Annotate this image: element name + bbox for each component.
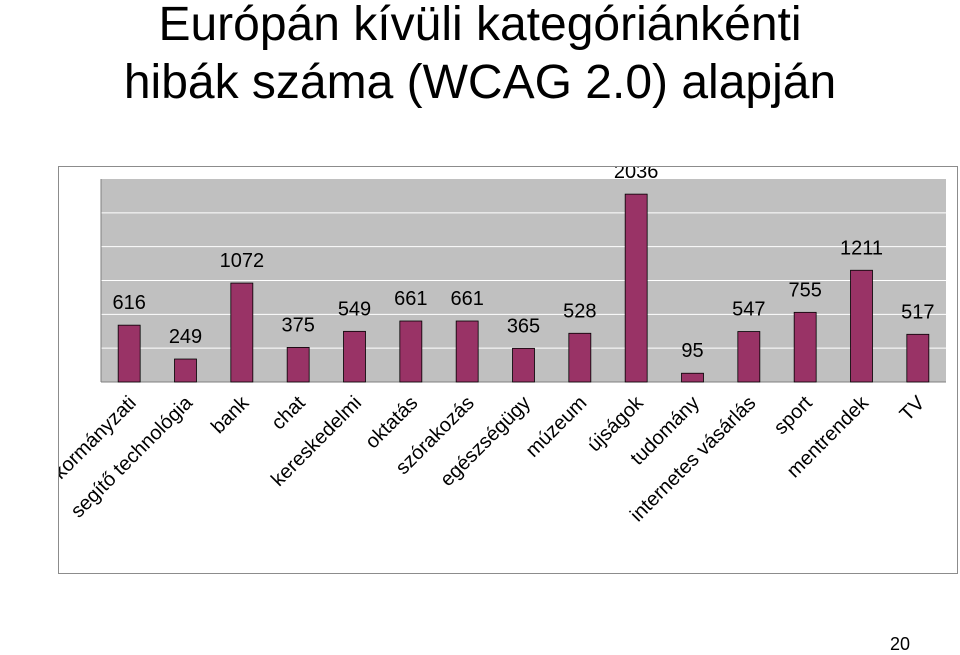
data-label: 547 xyxy=(732,299,765,321)
chart-title: Európán kívüli kategóriánkénti hibák szá… xyxy=(0,0,960,112)
data-label: 528 xyxy=(563,300,596,322)
bar xyxy=(455,320,479,383)
x-tick-label: chat xyxy=(267,392,310,435)
x-tick-label: sport xyxy=(770,392,817,439)
bar xyxy=(230,282,254,383)
bar xyxy=(906,333,930,383)
bar xyxy=(399,320,423,383)
data-label: 549 xyxy=(338,298,371,320)
x-tick-label: múzeum xyxy=(522,392,592,462)
x-tick-label: bank xyxy=(207,391,254,438)
data-label: 661 xyxy=(394,288,427,310)
data-label: 517 xyxy=(901,301,934,323)
bar xyxy=(681,372,704,383)
bar xyxy=(174,358,197,383)
data-label: 2036 xyxy=(614,167,659,183)
data-label: 365 xyxy=(507,315,540,337)
bar xyxy=(117,324,141,383)
chart-area: 616 kormányzati 249 segítő technológia 1072 b… xyxy=(58,166,958,574)
chart-title-line-1: Európán kívüli kategóriánkénti xyxy=(158,0,802,51)
bar xyxy=(624,193,648,383)
bar xyxy=(737,331,761,383)
data-label: 375 xyxy=(281,314,314,336)
bar xyxy=(343,330,366,383)
page-number: 20 xyxy=(889,634,910,654)
bar xyxy=(512,347,535,383)
data-label: 616 xyxy=(112,292,145,314)
data-label: 661 xyxy=(450,288,483,310)
x-tick-label: TV xyxy=(896,392,930,426)
data-label: 249 xyxy=(169,326,202,348)
data-label: 1072 xyxy=(220,250,264,272)
chart-title-line-2: hibák száma (WCAG 2.0) alapján xyxy=(123,56,837,109)
data-label: 1211 xyxy=(840,237,883,259)
data-label: 95 xyxy=(681,340,703,362)
bar xyxy=(568,332,592,383)
bar xyxy=(793,311,817,383)
data-label: 755 xyxy=(788,279,821,301)
bar xyxy=(850,269,873,383)
bar xyxy=(286,346,310,383)
